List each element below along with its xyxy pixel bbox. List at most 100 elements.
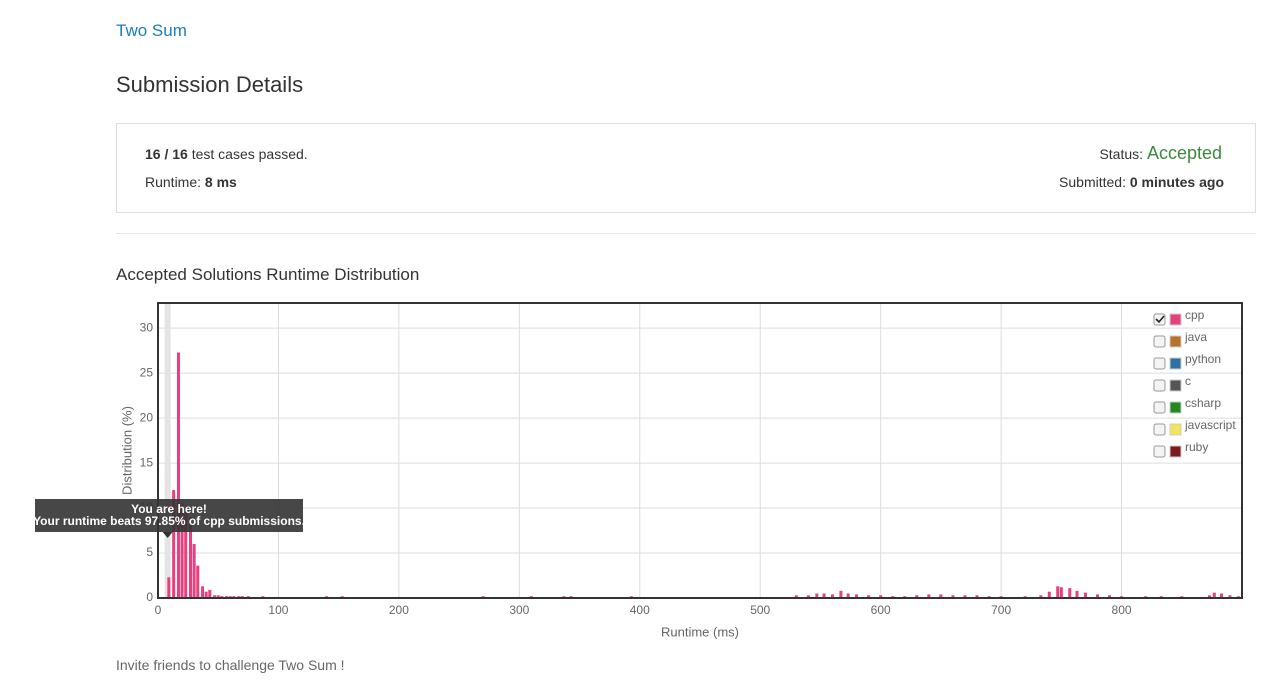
- divider: [116, 233, 1256, 234]
- status: Accepted: [1146, 143, 1222, 163]
- bar: [208, 589, 212, 598]
- legend-swatch: [1169, 423, 1182, 436]
- bar: [1059, 587, 1063, 598]
- y-tick-label: 20: [140, 410, 154, 424]
- check-mark: [1155, 315, 1165, 324]
- legend-label: javascript: [1184, 418, 1236, 432]
- bar: [201, 586, 205, 598]
- bar: [806, 595, 810, 598]
- submitted: 0 minutes ago: [1129, 174, 1224, 190]
- legend-swatch: [1169, 379, 1182, 392]
- legend-label: java: [1184, 330, 1207, 344]
- tooltip-box: [35, 499, 303, 532]
- passed: 16: [145, 146, 161, 162]
- legend-label: c: [1185, 374, 1191, 388]
- legend-label: python: [1185, 352, 1221, 366]
- bar: [176, 352, 180, 598]
- bar: [951, 595, 955, 598]
- legend-swatch: [1169, 445, 1182, 458]
- bar: [1075, 590, 1079, 598]
- bar: [1212, 592, 1216, 598]
- legend-checkbox[interactable]: [1153, 445, 1166, 458]
- x-tick-label: 400: [630, 603, 650, 617]
- x-tick-label: 200: [389, 603, 409, 617]
- bar: [1095, 594, 1099, 598]
- tooltip-title: You are here!: [131, 502, 207, 516]
- section-title: Accepted Solutions Runtime Distribution: [116, 265, 420, 284]
- legend-checkbox[interactable]: [1153, 423, 1166, 436]
- runtime: 8 ms: [204, 174, 237, 190]
- bar: [1039, 595, 1043, 598]
- summary-box: [116, 123, 1256, 213]
- bar: [815, 593, 819, 598]
- bar: [180, 503, 184, 598]
- legend-label: csharp: [1185, 396, 1221, 410]
- y-tick-label: 30: [140, 320, 154, 334]
- x-tick-label: 100: [268, 603, 288, 617]
- legend-checkbox[interactable]: [1153, 335, 1166, 348]
- tooltip-text: Your runtime beats 97.85% of cpp submiss…: [33, 514, 305, 528]
- cases-text: test cases passed.: [191, 146, 308, 162]
- bar: [963, 595, 967, 598]
- bar: [1056, 586, 1060, 598]
- tooltip-arrow: [162, 532, 173, 538]
- x-tick-label: 800: [1112, 603, 1132, 617]
- problem-link[interactable]: Two Sum: [116, 21, 187, 40]
- legend-checkbox[interactable]: [1153, 401, 1166, 414]
- plot-bg: [158, 303, 1242, 598]
- x-tick-label: 700: [991, 603, 1011, 617]
- legend-checkbox[interactable]: [1153, 313, 1166, 326]
- bar: [879, 595, 883, 598]
- legend-checkbox[interactable]: [1153, 379, 1166, 392]
- bar: [1220, 593, 1224, 598]
- legend-swatch: [1169, 401, 1182, 414]
- bar: [939, 594, 943, 598]
- status-label: Status:: [1099, 146, 1144, 162]
- total: 16: [172, 146, 188, 162]
- runtime-label: Runtime:: [145, 174, 202, 190]
- bar: [830, 594, 834, 598]
- bar: [1047, 591, 1051, 598]
- bar: [172, 490, 176, 598]
- y-tick-label: 0: [146, 590, 153, 604]
- x-tick-label: 500: [750, 603, 770, 617]
- bar: [167, 577, 171, 598]
- bar: [1083, 592, 1087, 598]
- bar: [216, 595, 220, 598]
- legend-swatch: [1169, 357, 1182, 370]
- y-axis-label: Distribution (%): [119, 406, 134, 495]
- sep: /: [164, 146, 169, 162]
- submitted-line: Submitted: 0 minutes ago: [1059, 174, 1224, 190]
- bar: [855, 594, 859, 598]
- runtime-line: Runtime: 8 ms: [145, 174, 237, 190]
- legend-swatch: [1169, 335, 1182, 348]
- bar: [189, 517, 193, 598]
- bar: [975, 595, 979, 598]
- bar: [867, 595, 871, 598]
- y-tick-label: 25: [140, 365, 154, 379]
- x-tick-label: 300: [509, 603, 529, 617]
- bar: [1207, 595, 1211, 598]
- x-axis-label: Runtime (ms): [661, 624, 739, 639]
- bar: [192, 544, 196, 598]
- bar: [1228, 595, 1232, 598]
- page-title: Submission Details: [116, 72, 304, 97]
- bar: [1068, 588, 1072, 598]
- x-tick-label: 600: [871, 603, 891, 617]
- footer: Invite friends to challenge Two Sum !: [116, 657, 345, 673]
- bar: [915, 595, 919, 598]
- bar: [204, 591, 208, 598]
- bar: [1108, 595, 1112, 598]
- bar: [184, 508, 188, 598]
- bar: [794, 595, 798, 598]
- bar: [927, 594, 931, 598]
- legend-checkbox[interactable]: [1153, 357, 1166, 370]
- bar: [822, 593, 826, 598]
- legend-label: cpp: [1185, 308, 1205, 322]
- bar: [196, 565, 200, 598]
- y-tick-label: 5: [146, 545, 153, 559]
- highlight-band: [164, 303, 171, 598]
- x-tick-label: 0: [155, 603, 162, 617]
